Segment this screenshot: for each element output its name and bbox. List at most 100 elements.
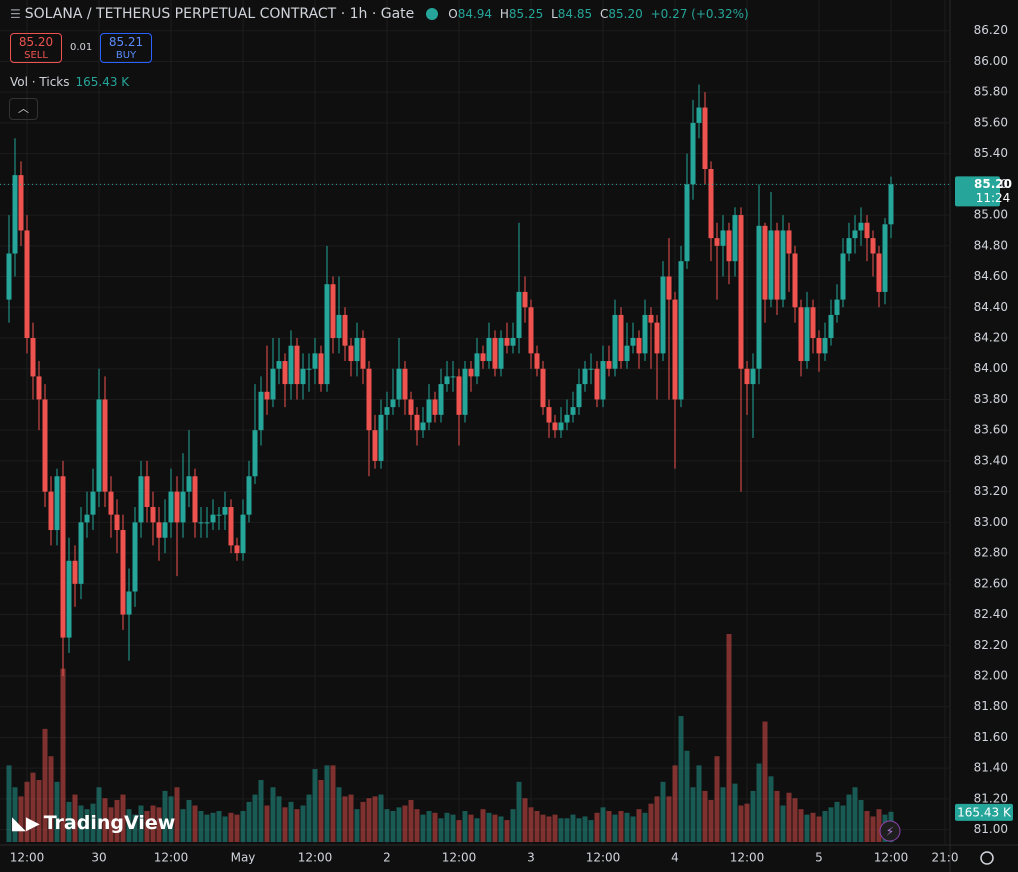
candle-body	[726, 230, 732, 262]
candle-body	[816, 338, 822, 354]
menu-icon[interactable]: ☰	[10, 7, 21, 21]
x-tick-label: 12:00	[10, 851, 45, 865]
candle-body	[288, 345, 294, 385]
volume-bar	[312, 769, 318, 842]
volume-bar	[588, 820, 594, 842]
symbol[interactable]: SOLANA / TETHERUS PERPETUAL CONTRACT · 1…	[24, 6, 415, 22]
candle-body	[384, 407, 390, 415]
volume-bar	[660, 781, 666, 842]
volume-bar	[420, 814, 426, 842]
volume-bar	[168, 796, 174, 842]
indicator-legend[interactable]: Vol · Ticks 165.43 K	[10, 75, 129, 89]
candle-body	[348, 345, 354, 362]
candle-body	[570, 407, 576, 415]
volume-bar	[804, 814, 810, 842]
candle-body	[606, 361, 612, 369]
candle-body	[216, 514, 222, 516]
y-tick-label: 83.20	[974, 484, 1008, 498]
l-value: 84.85	[557, 7, 593, 21]
volume-bar	[546, 816, 552, 842]
volume-bar	[636, 809, 642, 842]
alert-icon[interactable]	[879, 820, 901, 842]
buy-label: BUY	[115, 50, 137, 61]
y-tick-label: 81.20	[974, 791, 1008, 805]
candle-body	[306, 368, 312, 370]
volume-bar	[672, 765, 678, 842]
volume-bar	[780, 805, 786, 842]
candle-body	[828, 314, 834, 338]
candle-body	[48, 491, 54, 531]
x-tick-label: 12:00	[874, 851, 909, 865]
candle-body	[162, 522, 168, 538]
candle-body	[234, 545, 240, 554]
volume-bar	[12, 787, 18, 842]
volume-bar	[66, 801, 72, 842]
volume-bar	[732, 783, 738, 842]
candle-body	[318, 353, 324, 385]
volume-bar	[504, 820, 510, 842]
volume-bar	[630, 816, 636, 842]
volume-bar	[564, 818, 570, 842]
volume-bar	[294, 809, 300, 842]
candle-body	[6, 253, 12, 300]
volume-bar	[756, 763, 762, 842]
volume-bar	[210, 812, 216, 842]
candle-body	[228, 507, 234, 546]
volume-bar	[390, 810, 396, 842]
sell-label: SELL	[24, 50, 48, 61]
volume-bar	[480, 809, 486, 842]
candle-body	[714, 238, 720, 246]
candle-body	[672, 299, 678, 400]
candle-body	[390, 399, 396, 408]
volume-bar	[366, 798, 372, 842]
logo: ◣▶ TradingView	[12, 812, 175, 834]
volume-bar	[138, 805, 144, 842]
candle-body	[576, 384, 582, 408]
volume-bar	[300, 805, 306, 842]
volume-bar	[126, 809, 132, 842]
settings-icon[interactable]	[980, 851, 994, 865]
sell-button[interactable]: 85.20 SELL	[10, 33, 62, 63]
volume-bar	[654, 796, 660, 842]
candle-body	[708, 169, 714, 239]
change: +0.27 (+0.32%)	[650, 7, 749, 21]
volume-bar	[216, 810, 222, 842]
candle-body	[360, 338, 366, 369]
collapse-button[interactable]: ︿	[9, 98, 38, 120]
candle-body	[612, 314, 618, 369]
volume-bar	[324, 765, 330, 842]
y-tick-label: 81.40	[974, 761, 1008, 775]
candle-body	[420, 422, 426, 431]
candle-body	[312, 353, 318, 369]
volume-bar	[738, 805, 744, 842]
candle-body	[276, 361, 282, 369]
buy-button[interactable]: 85.21 BUY	[100, 33, 152, 63]
candle-body	[852, 230, 858, 239]
candle-body	[774, 230, 780, 300]
buy-price: 85.21	[108, 35, 144, 49]
volume-bar	[606, 810, 612, 842]
volume-bar	[192, 805, 198, 842]
candle-body	[372, 430, 378, 461]
volume-bar	[528, 807, 534, 842]
candle-body	[720, 230, 726, 246]
volume-bar	[438, 818, 444, 842]
candle-body	[546, 407, 552, 423]
candle-body	[222, 507, 228, 515]
volume-bar	[114, 800, 120, 842]
volume-bar	[60, 668, 66, 842]
candle-body	[12, 175, 18, 254]
candle-body	[282, 361, 288, 385]
volume-bar	[816, 816, 822, 842]
volume-bar	[582, 816, 588, 842]
candle-body	[408, 399, 414, 415]
volume-bar	[498, 816, 504, 842]
price-axis	[950, 0, 1018, 872]
volume-bar	[744, 803, 750, 842]
candle-body	[516, 291, 522, 338]
volume-bar	[516, 781, 522, 842]
y-tick-label: 85.40	[974, 146, 1008, 160]
candle-body	[666, 276, 672, 300]
c-value: 85.20	[608, 7, 643, 21]
